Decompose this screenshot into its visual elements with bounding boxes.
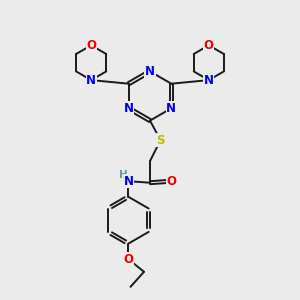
Text: S: S — [156, 134, 165, 147]
Text: O: O — [167, 175, 177, 188]
Text: H: H — [118, 169, 127, 180]
Text: N: N — [145, 65, 155, 78]
Text: N: N — [124, 102, 134, 115]
Text: O: O — [204, 39, 214, 52]
Text: N: N — [123, 175, 134, 188]
Text: N: N — [204, 74, 214, 87]
Text: O: O — [86, 39, 96, 52]
Text: O: O — [123, 253, 134, 266]
Text: N: N — [166, 102, 176, 115]
Text: N: N — [86, 74, 96, 87]
